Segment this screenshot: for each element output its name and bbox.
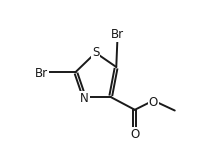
Text: N: N xyxy=(80,92,88,105)
Text: O: O xyxy=(149,95,158,109)
Text: Br: Br xyxy=(111,29,124,41)
Text: S: S xyxy=(92,46,99,59)
Text: Br: Br xyxy=(35,67,48,80)
Text: O: O xyxy=(130,128,140,141)
